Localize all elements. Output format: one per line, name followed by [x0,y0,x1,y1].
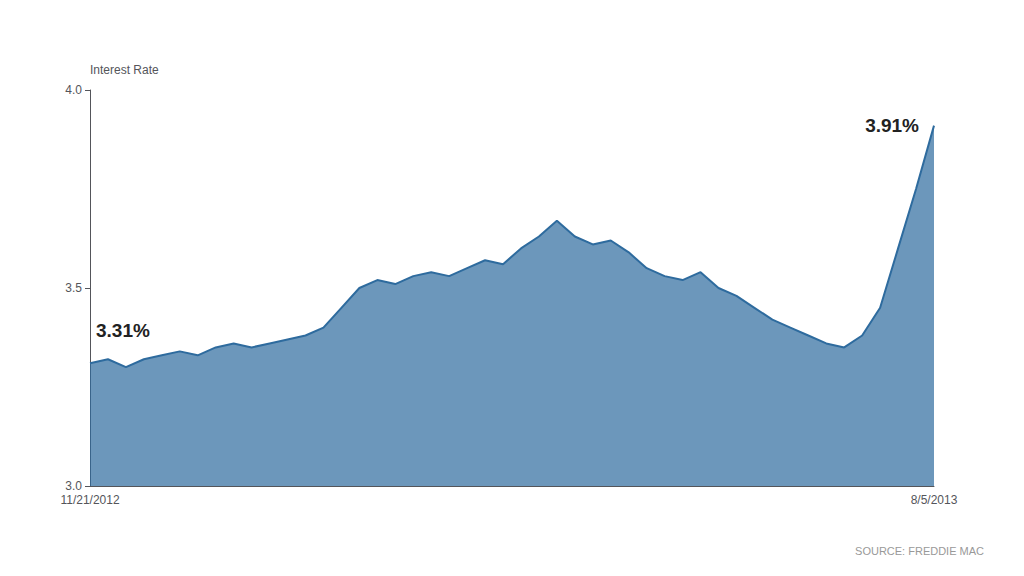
svg-text:8/5/2013: 8/5/2013 [911,493,958,507]
svg-text:4.0: 4.0 [65,83,82,97]
svg-text:3.0: 3.0 [65,479,82,493]
svg-text:3.91%: 3.91% [865,115,919,136]
svg-text:SOURCE: FREDDIE MAC: SOURCE: FREDDIE MAC [855,545,984,557]
svg-text:3.31%: 3.31% [96,320,150,341]
svg-text:11/21/2012: 11/21/2012 [60,493,119,507]
svg-text:Interest Rate: Interest Rate [90,63,159,77]
svg-text:3.5: 3.5 [65,281,82,295]
